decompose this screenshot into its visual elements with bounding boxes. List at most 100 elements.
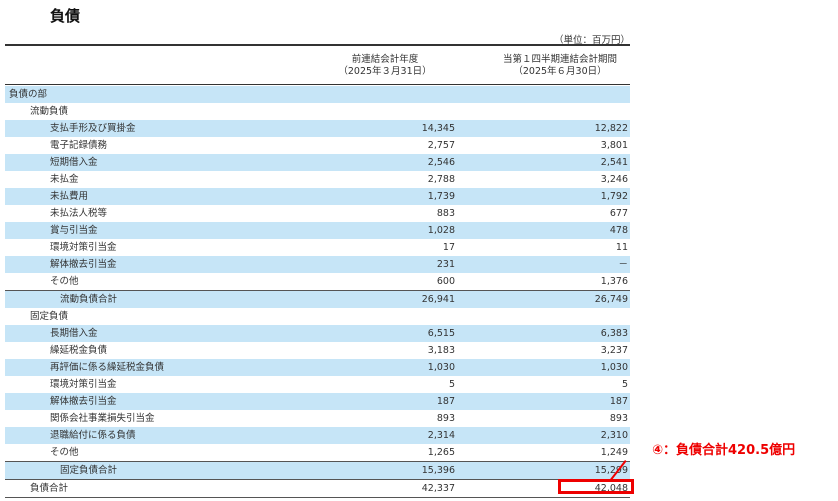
table-row: 電子記録債務 2,757 3,801 xyxy=(5,137,630,154)
value-prev: 1,028 xyxy=(427,225,455,236)
header-bottom-rule xyxy=(5,84,630,85)
value-curr: 893 xyxy=(609,413,628,424)
row-label: 退職給付に係る負債 xyxy=(50,430,136,441)
page-title: 負債 xyxy=(50,7,81,25)
value-prev: 231 xyxy=(436,259,455,270)
table-row: 流動負債 xyxy=(5,103,630,120)
row-label: 未払費用 xyxy=(50,191,89,202)
row-label: 流動負債 xyxy=(30,106,69,117)
row-label: その他 xyxy=(50,447,79,458)
value-curr: 15,299 xyxy=(594,465,628,476)
row-label: 未払法人税等 xyxy=(50,208,108,219)
column-header-prev-line2: （2025年３月31日） xyxy=(338,66,432,77)
row-label: その他 xyxy=(50,276,79,287)
value-prev: 6,515 xyxy=(427,328,455,339)
unit-label: （単位：百万円） xyxy=(553,35,630,46)
table-row: 固定負債合計 15,396 15,299 xyxy=(5,461,630,479)
table-row: 賞与引当金 1,028 478 xyxy=(5,222,630,239)
row-label: 再評価に係る繰延税金負債 xyxy=(50,362,165,373)
column-header-curr-line2: （2025年６月30日） xyxy=(513,66,607,77)
value-prev: 2,314 xyxy=(427,430,455,441)
column-header-prev: 前連結会計年度 （2025年３月31日） xyxy=(315,54,455,78)
row-label: 流動負債合計 xyxy=(60,294,118,305)
row-label: 環境対策引当金 xyxy=(50,242,117,253)
value-prev: 26,941 xyxy=(421,294,455,305)
row-label: 繰延税金負債 xyxy=(50,345,108,356)
value-curr: 2,541 xyxy=(600,157,628,168)
row-label: 固定負債 xyxy=(30,311,69,322)
column-header-curr: 当第１四半期連結会計期間 （2025年６月30日） xyxy=(490,54,630,78)
row-label: 関係会社事業損失引当金 xyxy=(50,413,155,424)
value-prev: 883 xyxy=(436,208,455,219)
table-row: 支払手形及び買掛金 14,345 12,822 xyxy=(5,120,630,137)
value-prev: 1,739 xyxy=(427,191,455,202)
value-prev: 2,546 xyxy=(427,157,455,168)
table-row: 解体撤去引当金 187 187 xyxy=(5,393,630,410)
value-prev: 17 xyxy=(442,242,455,253)
row-label: 賞与引当金 xyxy=(50,225,98,236)
table-row: 未払金 2,788 3,246 xyxy=(5,171,630,188)
value-curr: 3,801 xyxy=(600,140,628,151)
row-label: 解体撤去引当金 xyxy=(50,259,117,270)
value-curr: 5 xyxy=(621,379,628,390)
value-prev: 3,183 xyxy=(427,345,455,356)
value-curr: 42,048 xyxy=(594,483,628,494)
row-label: 解体撤去引当金 xyxy=(50,396,117,407)
row-label: 固定負債合計 xyxy=(60,465,118,476)
liabilities-table: 負債の部流動負債支払手形及び買掛金 14,345 12,822 電子記録債務 2,757… xyxy=(5,86,630,498)
value-curr: 12,822 xyxy=(594,123,628,134)
row-label: 負債合計 xyxy=(30,483,69,494)
table-row: 流動負債合計 26,941 26,749 xyxy=(5,290,630,308)
table-row: 未払法人税等 883 677 xyxy=(5,205,630,222)
value-curr: 187 xyxy=(609,396,628,407)
table-row: 負債合計 42,337 42,048 xyxy=(5,479,630,498)
table-row: 退職給付に係る負債 2,314 2,310 xyxy=(5,427,630,444)
value-prev: 187 xyxy=(436,396,455,407)
row-label: 負債の部 xyxy=(9,89,48,100)
value-curr: 1,376 xyxy=(600,276,628,287)
table-row: その他 1,265 1,249 xyxy=(5,444,630,461)
value-prev: 600 xyxy=(436,276,455,287)
value-prev: 1,030 xyxy=(427,362,455,373)
value-prev: 5 xyxy=(448,379,455,390)
row-label: 長期借入金 xyxy=(50,328,98,339)
table-row: 長期借入金 6,515 6,383 xyxy=(5,325,630,342)
table-row: 関係会社事業損失引当金 893 893 xyxy=(5,410,630,427)
value-curr: 1,030 xyxy=(600,362,628,373)
value-prev: 15,396 xyxy=(421,465,455,476)
value-curr: 1,792 xyxy=(600,191,628,202)
callout-highlight-box xyxy=(558,479,634,494)
row-label: 電子記録債務 xyxy=(50,140,108,151)
value-prev: 42,337 xyxy=(421,483,455,494)
table-row: 短期借入金 2,546 2,541 xyxy=(5,154,630,171)
table-row: その他 600 1,376 xyxy=(5,273,630,290)
table-row: 固定負債 xyxy=(5,308,630,325)
table-row: 再評価に係る繰延税金負債 1,030 1,030 xyxy=(5,359,630,376)
value-curr: 478 xyxy=(609,225,628,236)
value-curr: 3,246 xyxy=(600,174,628,185)
table-row: 環境対策引当金 17 11 xyxy=(5,239,630,256)
value-curr: 2,310 xyxy=(600,430,628,441)
value-prev: 14,345 xyxy=(421,123,455,134)
table-top-rule xyxy=(5,44,630,46)
row-label: 短期借入金 xyxy=(50,157,98,168)
value-prev: 2,757 xyxy=(427,140,455,151)
table-row: 環境対策引当金 5 5 xyxy=(5,376,630,393)
table-row: 負債の部 xyxy=(5,86,630,103)
callout-annotation: ④：負債合計420.5億円 xyxy=(652,443,796,458)
value-curr: 3,237 xyxy=(600,345,628,356)
column-header-prev-line1: 前連結会計年度 xyxy=(351,54,419,65)
value-curr: 677 xyxy=(609,208,628,219)
value-prev: 1,265 xyxy=(427,447,455,458)
row-label: 支払手形及び買掛金 xyxy=(50,123,136,134)
value-curr: 26,749 xyxy=(594,294,628,305)
value-curr: － xyxy=(618,259,628,270)
row-label: 環境対策引当金 xyxy=(50,379,117,390)
value-curr: 11 xyxy=(615,242,628,253)
value-curr: 6,383 xyxy=(600,328,628,339)
table-row: 解体撤去引当金 231 － xyxy=(5,256,630,273)
value-prev: 893 xyxy=(436,413,455,424)
value-curr: 1,249 xyxy=(600,447,628,458)
table-row: 未払費用 1,739 1,792 xyxy=(5,188,630,205)
table-row: 繰延税金負債 3,183 3,237 xyxy=(5,342,630,359)
